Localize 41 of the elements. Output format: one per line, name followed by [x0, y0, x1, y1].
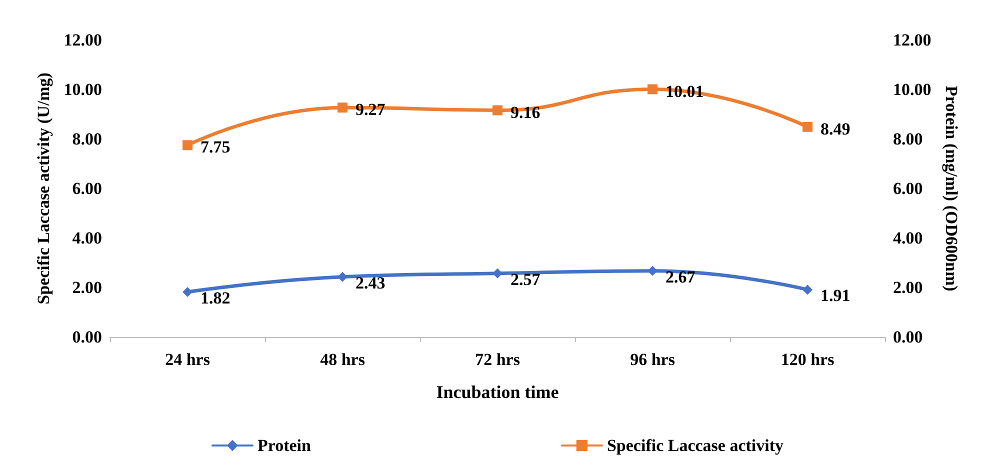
data-label: 8.49 [820, 119, 850, 138]
x-axis-title: Incubation time [436, 382, 559, 402]
data-label: 2.57 [510, 270, 541, 289]
y-tick-label: 10.00 [64, 80, 102, 99]
y2-tick-label: 12.00 [893, 30, 932, 50]
legend-label: Protein [257, 436, 312, 455]
data-label: 7.75 [200, 138, 230, 157]
y-tick-label: 6.00 [72, 179, 102, 198]
point [648, 84, 658, 94]
y2-tick-label: 10.00 [893, 80, 932, 99]
point [338, 102, 348, 113]
y-tick-label: 0.00 [72, 328, 102, 346]
y2-tick-label: 8.00 [893, 130, 923, 148]
y2-tick-label: 0.00 [893, 328, 923, 346]
x-tick-label: 72 hrs [475, 350, 520, 369]
legend-label: Specific Laccase activity [606, 436, 784, 455]
data-label: 1.82 [200, 288, 230, 308]
y-tick-label: 12.00 [64, 30, 102, 50]
y2-tick-label: 4.00 [893, 228, 923, 248]
point [492, 105, 502, 116]
x-tick-label: 48 hrs [320, 350, 366, 369]
x-tick-label: 120 hrs [780, 350, 835, 369]
point [182, 140, 192, 150]
y2-tick-label: 2.00 [893, 278, 923, 297]
data-label: 2.43 [356, 273, 386, 292]
x-tick-label: 96 hrs [630, 350, 676, 369]
data-label: 2.67 [666, 267, 696, 286]
y-axis-title: Specific Laccase activity (U/mg) [34, 72, 53, 304]
y-tick-label: 2.00 [72, 278, 102, 297]
y-tick-label: 8.00 [72, 130, 102, 148]
point [182, 286, 192, 297]
y-tick-label: 4.00 [72, 228, 102, 248]
y2-tick-label: 6.00 [893, 179, 923, 198]
x-tick-label: 24 hrs [165, 350, 210, 369]
point [648, 266, 658, 276]
point [338, 272, 348, 282]
point [492, 268, 502, 278]
y2-axis-title: Protein (mg/ml) (OD600nm) [942, 86, 961, 292]
point [802, 122, 812, 132]
data-label: 1.91 [820, 286, 850, 306]
point [802, 284, 812, 295]
